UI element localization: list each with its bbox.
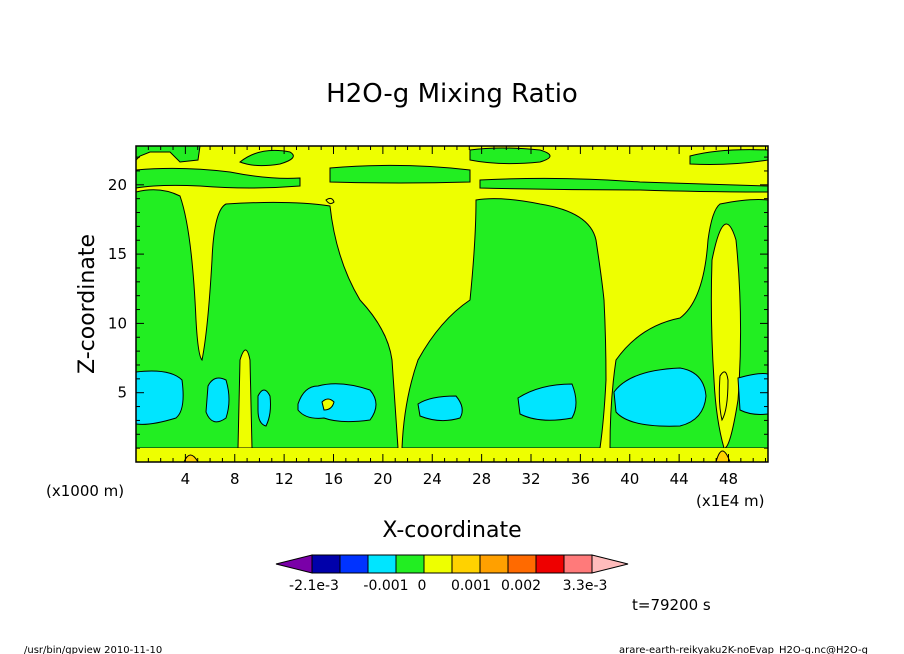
colorbar-swatch — [395, 554, 425, 574]
contour-green — [136, 146, 201, 163]
contour-yellow — [321, 398, 335, 411]
contour-yellow — [325, 197, 335, 205]
colorbar-label: -0.001 — [363, 578, 408, 594]
colorbar-label: 0.002 — [501, 578, 541, 594]
y-tick-label: 15 — [108, 245, 127, 263]
colorbar-swatch — [311, 554, 341, 574]
colorbar-swatch — [507, 554, 537, 574]
y-tick-label: 10 — [108, 314, 127, 332]
x-tick-label: 4 — [181, 470, 191, 488]
contour-cyan — [136, 370, 184, 425]
x-tick-label: 28 — [472, 470, 491, 488]
x-tick-label: 48 — [719, 470, 738, 488]
x-tick-label: 40 — [620, 470, 639, 488]
plot-frame — [135, 145, 769, 463]
footer-left: /usr/bin/gpview 2010-11-10 — [24, 645, 162, 654]
x-tick-label: 32 — [521, 470, 540, 488]
x-axis-label: X-coordinate — [382, 518, 521, 543]
contour-green — [689, 149, 768, 165]
x-axis: 4 8 12 16 20 24 28 32 36 40 44 48 — [147, 146, 767, 488]
bottom-level-yellow — [136, 448, 768, 462]
x-units-left: (x1000 m) — [46, 482, 124, 500]
contour-cyan — [517, 383, 577, 421]
contour-cyan — [613, 367, 707, 427]
colorbar-label: 3.3e-3 — [563, 578, 608, 594]
contour-field — [136, 146, 768, 462]
contour-green-band — [136, 167, 301, 189]
contour-green — [469, 147, 551, 165]
footer-right: arare-earth-reikyaku2K-noEvap_H2O-g.nc@H… — [619, 645, 868, 654]
y-axis-label: Z-coordinate — [75, 234, 100, 374]
x-tick-label: 8 — [230, 470, 240, 488]
x-tick-label: 16 — [324, 470, 343, 488]
contour-cyan — [257, 389, 271, 427]
colorbar-label: -2.1e-3 — [289, 578, 339, 594]
contour-cyan — [297, 383, 377, 423]
contour-yellow — [718, 371, 729, 422]
colorbar-swatch — [275, 554, 313, 574]
colorbar-swatch — [367, 554, 397, 574]
contour-cyan — [205, 377, 230, 423]
contour-yellow — [710, 223, 742, 449]
colorbar-label: 0 — [418, 578, 427, 594]
colorbar-label: 0.001 — [451, 578, 491, 594]
contour-green-band — [479, 177, 768, 193]
x-tick-label: 24 — [423, 470, 442, 488]
contour-cyan — [417, 395, 463, 422]
colorbar-swatch — [423, 554, 453, 574]
x-tick-label: 36 — [571, 470, 590, 488]
contour-cyan — [737, 373, 768, 415]
y-axis: 5 10 15 20 — [108, 156, 768, 449]
colorbar-swatch — [451, 554, 481, 574]
contour-green-band — [329, 164, 471, 184]
contour-green — [239, 149, 294, 167]
chart-title: H2O-g Mixing Ratio — [326, 79, 578, 109]
x-tick-label: 12 — [275, 470, 294, 488]
colorbar-swatch — [535, 554, 565, 574]
contour-yellow — [237, 349, 253, 449]
x-units-right: (x1E4 m) — [696, 492, 765, 510]
colorbar-swatch — [563, 554, 593, 574]
time-label: t=79200 s — [632, 596, 711, 614]
colorbar: -2.1e-3 -0.001 0 0.001 0.002 3.3e-3 — [275, 554, 629, 594]
colorbar-swatch — [479, 554, 509, 574]
y-tick-label: 20 — [108, 176, 127, 194]
colorbar-swatch — [591, 554, 629, 574]
colorbar-swatch — [339, 554, 369, 574]
y-tick-label: 5 — [117, 384, 127, 402]
x-tick-label: 44 — [670, 470, 689, 488]
x-tick-label: 20 — [373, 470, 392, 488]
